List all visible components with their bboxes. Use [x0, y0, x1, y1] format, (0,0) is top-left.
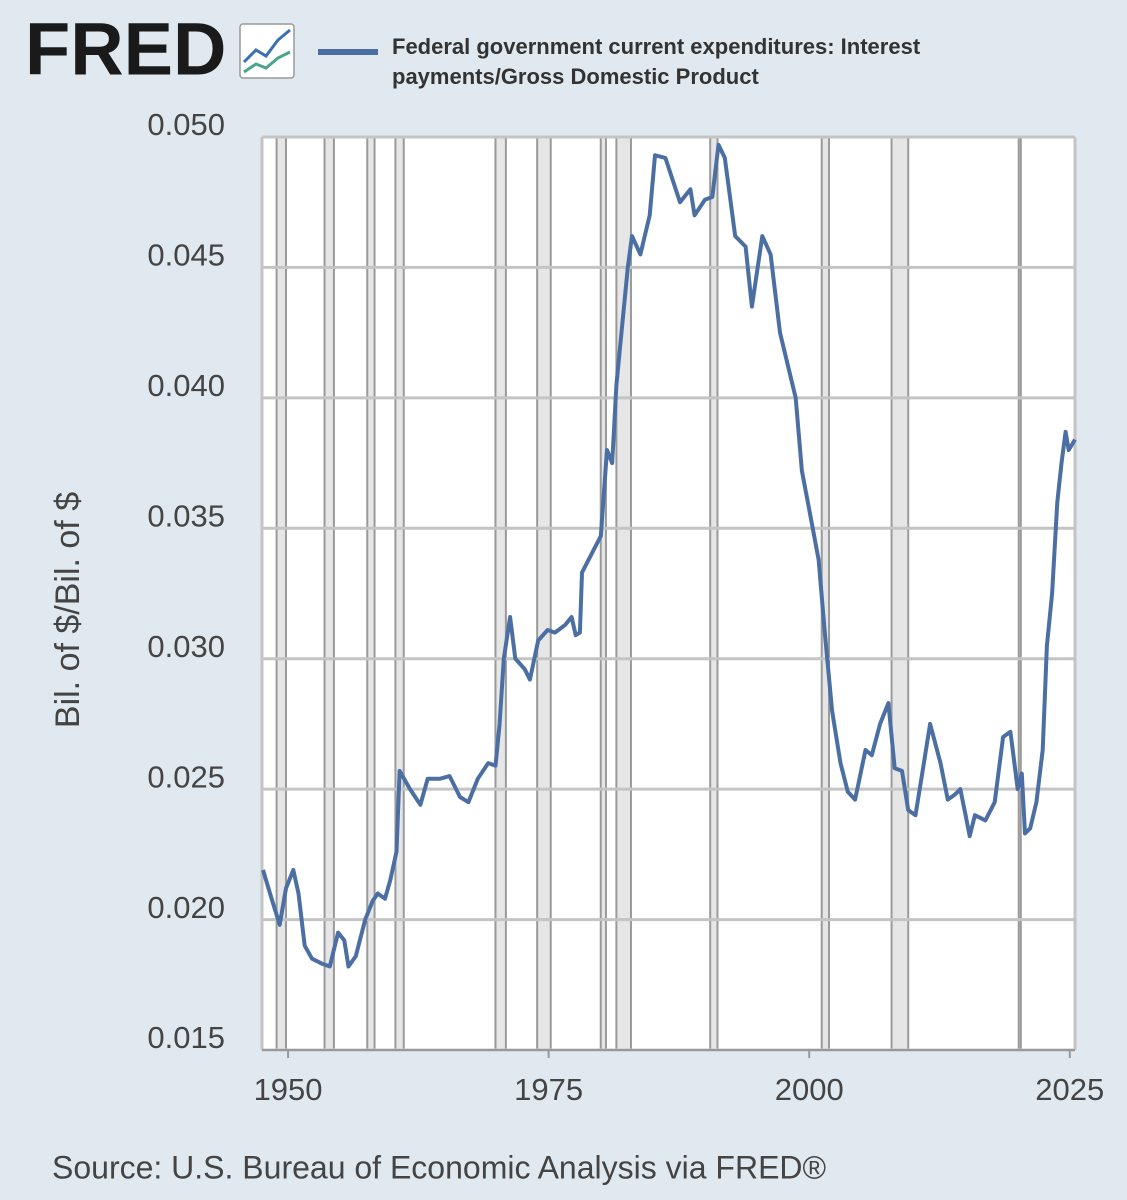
- y-tick-label: 0.015: [147, 1020, 225, 1055]
- recession-band: [323, 136, 335, 1051]
- x-tick-label: 1950: [254, 1072, 323, 1107]
- y-tick-label: 0.025: [147, 759, 225, 794]
- y-tick-label: 0.050: [147, 107, 225, 142]
- legend-label: Federal government current expenditures:…: [392, 34, 921, 89]
- x-tick-label: 2000: [775, 1072, 844, 1107]
- y-tick-label: 0.035: [147, 498, 225, 533]
- recession-band: [709, 136, 719, 1051]
- x-tick-label: 2025: [1035, 1072, 1104, 1107]
- y-axis-label: Bil. of $/Bil. of $: [49, 492, 87, 728]
- recession-band: [536, 136, 552, 1051]
- x-tick-label: 1975: [514, 1072, 583, 1107]
- recession-band: [1017, 136, 1022, 1051]
- y-tick-label: 0.045: [147, 238, 225, 273]
- y-tick-label: 0.020: [147, 890, 225, 925]
- y-tick-label: 0.040: [147, 368, 225, 403]
- recession-band: [494, 136, 507, 1051]
- logo-icon: [239, 23, 295, 79]
- plot-area: [262, 137, 1075, 1050]
- source: Source: U.S. Bureau of Economic Analysis…: [52, 1149, 827, 1185]
- series-line: [261, 142, 1077, 969]
- recession-band: [890, 136, 910, 1051]
- logo: FRED: [25, 8, 226, 91]
- y-tick-label: 0.030: [147, 629, 225, 664]
- recession-band: [394, 136, 405, 1051]
- recession-band: [599, 136, 607, 1051]
